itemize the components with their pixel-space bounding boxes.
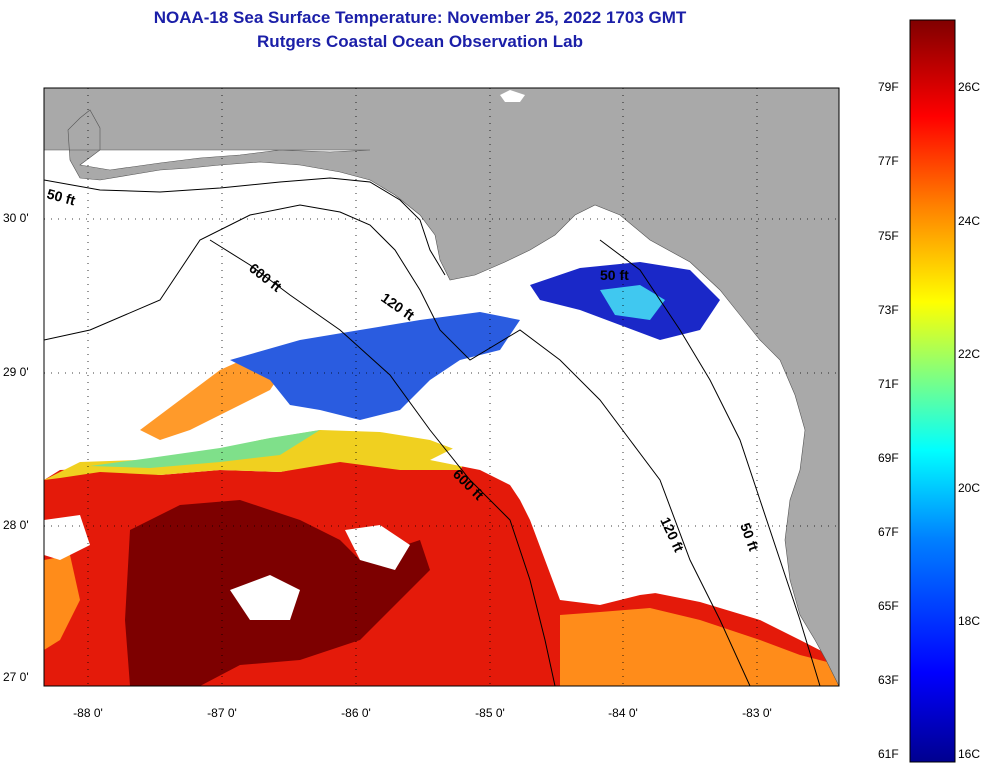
- land-mass: [44, 88, 839, 686]
- lat-label: 28 0': [3, 518, 29, 532]
- colorbar-label-f: 67F: [878, 525, 899, 539]
- colorbar-label-f: 79F: [878, 80, 899, 94]
- cloud-patch-2: [345, 525, 410, 570]
- sst-green-band: [90, 430, 320, 468]
- sst-cyan-patch: [600, 285, 665, 320]
- sst-cold-shelf: [230, 312, 520, 420]
- contour-50ft-east: [599, 239, 821, 686]
- colorbar-label-c: 24C: [958, 214, 981, 228]
- contour-50ft-west: [44, 177, 446, 276]
- colorbar-label-f: 63F: [878, 673, 899, 687]
- sst-orange-northwest: [140, 352, 290, 440]
- lat-label: 29 0': [3, 365, 29, 379]
- colorbar: [909, 19, 956, 763]
- colorbar-label-c: 26C: [958, 80, 981, 94]
- colorbar-label-f: 77F: [878, 154, 899, 168]
- lat-label: 30 0': [3, 211, 29, 225]
- colorbar-label-f: 75F: [878, 229, 899, 243]
- lake-patch: [500, 90, 525, 102]
- sst-orange-south: [560, 608, 839, 686]
- colorbar-label-f: 65F: [878, 599, 899, 613]
- lat-label: 27 0': [3, 670, 29, 684]
- lon-label: -87 0': [207, 706, 237, 720]
- colorbar-label-c: 18C: [958, 614, 981, 628]
- lon-label: -83 0': [742, 706, 772, 720]
- cloud-patch-1: [230, 575, 300, 620]
- colorbar-label-c: 16C: [958, 747, 981, 761]
- chart-title: NOAA-18 Sea Surface Temperature: Novembe…: [153, 8, 687, 27]
- chart-subtitle: Rutgers Coastal Ocean Observation Lab: [257, 32, 583, 51]
- map-frame: [44, 88, 839, 686]
- colorbar-label-f: 69F: [878, 451, 899, 465]
- colorbar-label-f: 73F: [878, 303, 899, 317]
- lon-label: -85 0': [475, 706, 505, 720]
- colorbar-label-c: 22C: [958, 347, 981, 361]
- lon-label: -88 0': [73, 706, 103, 720]
- colorbar-label-f: 61F: [878, 747, 899, 761]
- contour-600ft: [209, 239, 556, 686]
- contour-label: 50 ft: [45, 185, 77, 208]
- map-border: [43, 87, 840, 687]
- cloud-cover: [430, 410, 760, 620]
- colorbar-label-f: 71F: [878, 377, 899, 391]
- lon-label: -86 0': [341, 706, 371, 720]
- colorbar-label-c: 20C: [958, 481, 981, 495]
- sst-orange-west: [44, 555, 80, 650]
- contour-120ft: [44, 204, 751, 686]
- cloud-patch-3: [44, 515, 90, 560]
- lon-label: -84 0': [608, 706, 638, 720]
- contour-label: 50 ft: [600, 267, 629, 283]
